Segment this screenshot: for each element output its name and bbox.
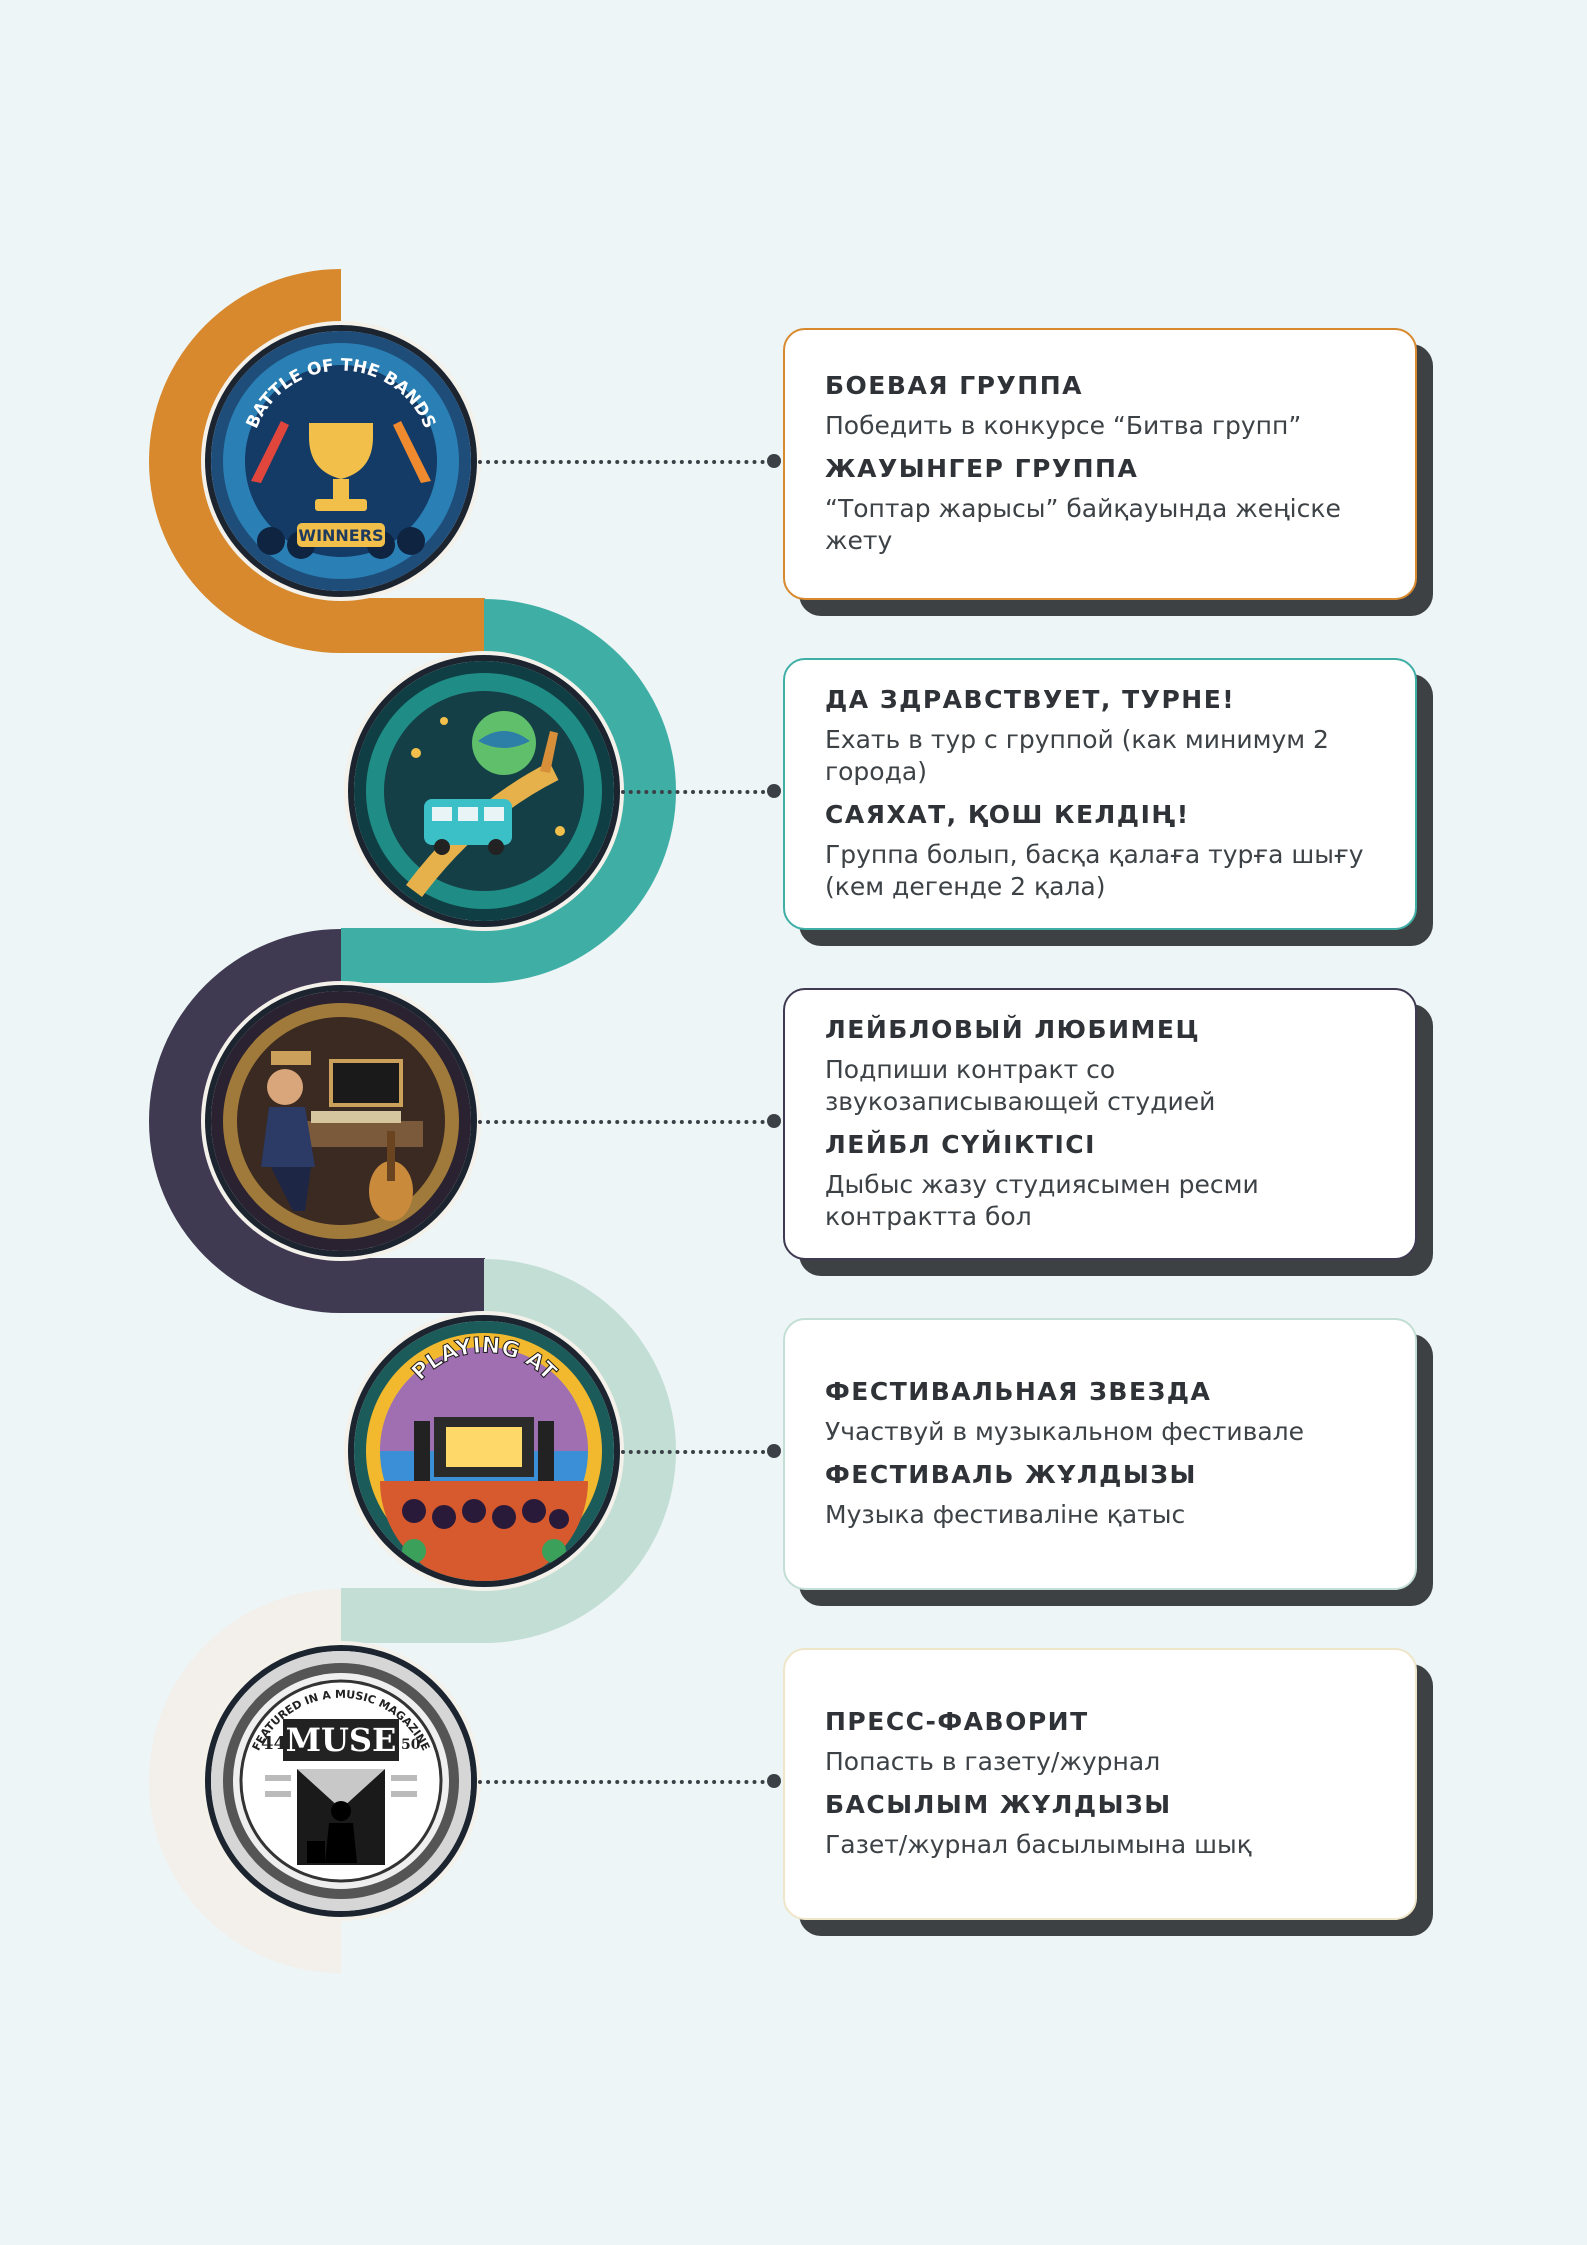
dotted-connector: [621, 1450, 773, 1454]
connector-end-dot: [767, 454, 781, 468]
timeline-connector-4: [341, 1588, 485, 1643]
achievement-card-4: ФЕСТИВАЛЬНАЯ ЗВЕЗДА Участвуй в музыкально…: [783, 1318, 1417, 1590]
tour-bus-badge-icon: [348, 655, 620, 927]
badge-text-title: MUSE: [286, 1721, 397, 1759]
dotted-connector: [478, 1120, 773, 1124]
connector-end-dot: [767, 1114, 781, 1128]
timeline-arc-1: [149, 269, 341, 653]
card-title-kk: ЛЕЙБЛ СҮЙІКТІСІ: [825, 1130, 1096, 1159]
card-text-ru: Ехать в тур с группой (как минимум 2 гор…: [825, 725, 1329, 786]
badge-text-right: 50: [401, 1737, 421, 1753]
timeline-arc-3: [149, 929, 341, 1313]
card-title-kk: ФЕСТИВАЛЬ ЖҰЛДЫЗЫ: [825, 1460, 1197, 1489]
timeline-arc-5: [149, 1589, 341, 1973]
card-text-ru: Победить в конкурсе “Битва групп”: [825, 411, 1302, 440]
music-festival-badge-icon: PLAYING AT: [348, 1315, 620, 1587]
achievement-card-1: БОЕВАЯ ГРУППА Победить в конкурсе “Битва …: [783, 328, 1417, 600]
achievement-card-2: ДА ЗДРАВСТВУЕТ, ТУРНЕ! Ехать в тур с груп…: [783, 658, 1417, 930]
card-text-kk: Дыбыс жазу студиясымен ресми контрактта …: [825, 1170, 1259, 1231]
card-text-kk: Газет/журнал басылымына шық: [825, 1830, 1252, 1859]
timeline-arc-2: [484, 599, 676, 983]
timeline-connector-2: [341, 928, 485, 983]
card-title-ru: БОЕВАЯ ГРУППА: [825, 371, 1083, 400]
timeline-arc-4: [484, 1259, 676, 1643]
badge-text-left: 44: [261, 1733, 286, 1754]
card-text-kk: Музыка фестиваліне қатыс: [825, 1500, 1186, 1529]
card-title-ru: ПРЕСС-ФАВОРИТ: [825, 1707, 1089, 1736]
card-text-kk: “Топтар жарысы” байқауында жеңіске жету: [825, 494, 1341, 555]
connector-end-dot: [767, 784, 781, 798]
music-magazine-badge-icon: FEATURED IN A MUSIC MAGAZINE MUSE 44 50: [205, 1645, 477, 1917]
card-title-ru: ДА ЗДРАВСТВУЕТ, ТУРНЕ!: [825, 685, 1236, 714]
achievement-card-3: ЛЕЙБЛОВЫЙ ЛЮБИМЕЦ Подпиши контракт со зву…: [783, 988, 1417, 1260]
recording-studio-badge-icon: [205, 985, 477, 1257]
card-text-ru: Попасть в газету/журнал: [825, 1747, 1161, 1776]
card-title-kk: САЯХАТ, ҚОШ КЕЛДІҢ!: [825, 800, 1190, 829]
card-title-ru: ЛЕЙБЛОВЫЙ ЛЮБИМЕЦ: [825, 1015, 1201, 1044]
card-text-kk: Группа болып, басқа қалаға турға шығу (к…: [825, 840, 1364, 901]
dotted-connector: [478, 1780, 773, 1784]
battle-of-the-bands-badge-icon: BATTLE OF THE BANDS WINNERS: [205, 325, 477, 597]
timeline-connector-1: [341, 598, 485, 653]
card-text-ru: Подпиши контракт со звукозаписывающей ст…: [825, 1055, 1216, 1116]
connector-end-dot: [767, 1774, 781, 1788]
timeline-connector-3: [341, 1258, 485, 1313]
badge-text-bottom: WINNERS: [298, 526, 383, 545]
achievement-card-5: ПРЕСС-ФАВОРИТ Попасть в газету/журнал БАСЫ…: [783, 1648, 1417, 1920]
dotted-connector: [621, 790, 773, 794]
card-title-kk: БАСЫЛЫМ ЖҰЛДЫЗЫ: [825, 1790, 1172, 1819]
dotted-connector: [478, 460, 773, 464]
card-text-ru: Участвуй в музыкальном фестивале: [825, 1417, 1305, 1446]
connector-end-dot: [767, 1444, 781, 1458]
card-title-ru: ФЕСТИВАЛЬНАЯ ЗВЕЗДА: [825, 1377, 1212, 1406]
card-title-kk: ЖАУЫНГЕР ГРУППА: [825, 454, 1139, 483]
